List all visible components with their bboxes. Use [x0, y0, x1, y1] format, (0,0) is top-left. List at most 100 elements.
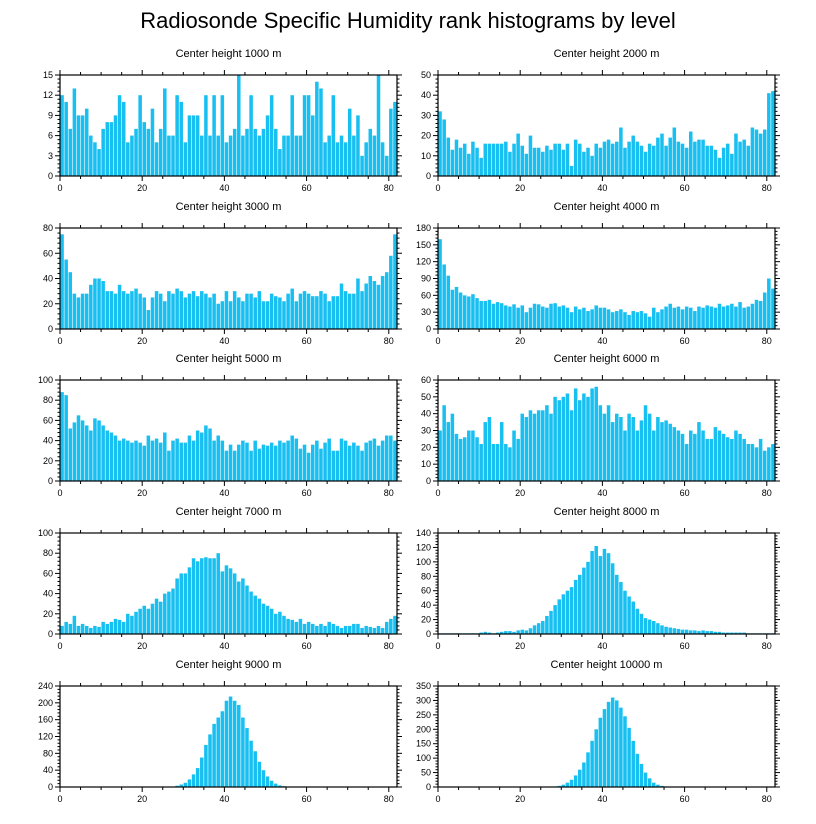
histogram-bar — [191, 440, 196, 481]
histogram-bar — [573, 775, 578, 787]
histogram-bar — [237, 297, 241, 329]
y-tick-label: 50 — [421, 70, 431, 80]
x-tick-label: 20 — [515, 488, 525, 498]
histogram-bar — [565, 590, 570, 634]
histogram-bar — [257, 598, 262, 634]
histogram-bar — [709, 438, 714, 481]
histogram-bar — [590, 740, 594, 787]
histogram-bar — [582, 151, 586, 176]
histogram-bar — [294, 135, 299, 176]
histogram-bar — [462, 437, 467, 481]
y-tick-label: 30 — [421, 307, 431, 317]
histogram-bar — [360, 155, 364, 176]
histogram-bar — [347, 625, 352, 634]
histogram-bar — [725, 632, 730, 634]
histogram-bar — [491, 143, 496, 176]
histogram-bar — [97, 278, 101, 329]
histogram-bar — [142, 297, 147, 329]
y-tick-label: 0 — [48, 629, 53, 639]
histogram-bar — [158, 442, 163, 481]
histogram-bar — [389, 435, 393, 481]
histogram-bar — [253, 751, 257, 787]
histogram-bar — [150, 297, 155, 329]
histogram-bar — [68, 128, 73, 176]
histogram-bar — [623, 312, 627, 329]
histogram-bar — [483, 631, 488, 634]
histogram-bar — [130, 615, 134, 634]
histogram-bar — [224, 142, 229, 176]
histogram-bar — [245, 728, 249, 787]
histogram-bar — [606, 701, 611, 787]
histogram-bar — [623, 590, 627, 634]
y-tick-label: 100 — [416, 557, 431, 567]
histogram-bar — [113, 115, 118, 176]
histogram-bar — [97, 149, 101, 176]
histogram-bar — [598, 147, 603, 176]
histogram-bar — [664, 306, 668, 329]
x-tick-label: 20 — [515, 641, 525, 651]
histogram-bar — [347, 445, 352, 481]
histogram-bar — [154, 142, 159, 176]
histogram-bar — [664, 145, 668, 176]
histogram-panel: 0 20 40 60 80 0 30 60 90 120 150 180 Center height 4… — [416, 201, 780, 346]
histogram-bar — [557, 599, 561, 634]
histogram-bar — [524, 417, 529, 481]
x-tick-label: 20 — [515, 794, 525, 804]
histogram-bar — [762, 129, 767, 176]
histogram-bar — [573, 306, 578, 329]
x-tick-label: 60 — [680, 641, 690, 651]
histogram-bar — [639, 613, 644, 634]
histogram-bar — [200, 558, 204, 634]
y-tick-label: 40 — [43, 436, 53, 446]
y-tick-label: 20 — [43, 456, 53, 466]
histogram-bar — [237, 581, 241, 634]
histogram-bar — [578, 143, 582, 176]
histogram-bar — [175, 578, 179, 634]
histogram-bar — [553, 143, 557, 176]
histogram-bar — [487, 417, 492, 481]
histogram-bar — [179, 291, 183, 330]
histogram-bar — [109, 122, 114, 176]
histogram-bar — [545, 615, 549, 634]
histogram-bar — [269, 780, 274, 787]
histogram-bar — [68, 428, 73, 481]
histogram-bar — [216, 717, 220, 787]
histogram-bar — [117, 95, 122, 176]
histogram-bar — [730, 632, 734, 634]
histogram-bar — [598, 405, 603, 481]
histogram-bar — [380, 627, 385, 634]
x-tick-label: 20 — [515, 183, 525, 193]
histogram-bar — [664, 626, 668, 634]
histogram-bar — [610, 143, 615, 176]
histogram-bar — [705, 145, 709, 176]
histogram-bar — [738, 632, 742, 634]
y-tick-label: 60 — [43, 568, 53, 578]
histogram-bar — [767, 447, 771, 481]
histogram-bar — [150, 440, 155, 481]
histogram-bar — [656, 137, 660, 176]
x-tick-label: 0 — [57, 794, 62, 804]
histogram-bar — [684, 147, 689, 176]
histogram-bar — [524, 630, 529, 634]
histogram-bar — [232, 450, 237, 481]
x-tick-label: 60 — [302, 794, 312, 804]
histogram-bar — [294, 621, 299, 634]
plot-frame — [59, 74, 398, 177]
histogram-bar — [257, 448, 262, 481]
y-tick-label: 150 — [416, 739, 431, 749]
histogram-bar — [643, 405, 648, 481]
histogram-bar — [582, 393, 586, 481]
histogram-bar — [163, 432, 167, 481]
histogram-bar — [565, 782, 570, 787]
histogram-bar — [693, 433, 697, 481]
histogram-bar — [323, 442, 327, 481]
x-tick-label: 20 — [137, 336, 147, 346]
histogram-bar — [265, 776, 270, 787]
histogram-bar — [76, 415, 81, 481]
histogram-bar — [771, 288, 775, 329]
histogram-bar — [565, 393, 570, 481]
histogram-bar — [684, 443, 689, 481]
histogram-bar — [302, 623, 307, 634]
histogram-bar — [483, 143, 488, 176]
histogram-bar — [573, 388, 578, 481]
